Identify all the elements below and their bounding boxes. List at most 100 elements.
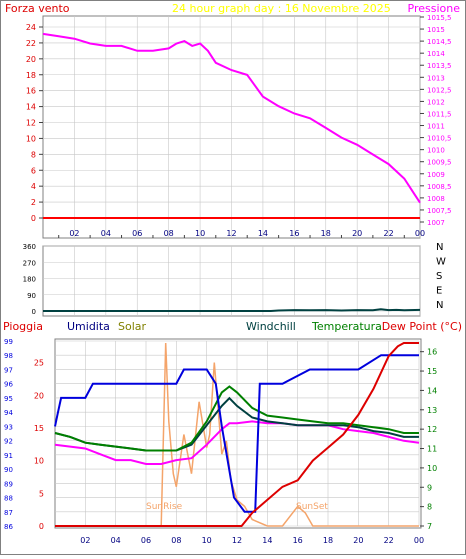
time-tick-label: 10 xyxy=(202,536,212,545)
temperature-series-line xyxy=(54,385,419,452)
direction-tick-label: 180 xyxy=(23,276,36,284)
humidity-tick-label: 91 xyxy=(4,452,13,460)
humidity-tick-label: 88 xyxy=(4,495,13,503)
pressure-tick-label: 1009,5 xyxy=(427,159,452,167)
sunrise-annotation: SunRise xyxy=(146,502,183,512)
compass-label: N xyxy=(436,300,443,311)
temperature-axis-ticks: 7 8 9 10 11 12 13 14 15 16 xyxy=(420,348,437,531)
time-tick-label: 10 xyxy=(195,229,205,238)
humidity-tick-label: 92 xyxy=(4,438,13,446)
time-tick-label: 14 xyxy=(262,536,272,545)
pressure-tick-label: 1015 xyxy=(427,26,445,34)
wind-tick-label: 22 xyxy=(26,39,36,48)
bottom-plot-frame xyxy=(54,338,422,529)
wind-tick-label: 20 xyxy=(26,55,36,64)
time-tick-label: 06 xyxy=(141,536,151,545)
temperature-tick-label: 14 xyxy=(427,386,437,395)
dewpoint-label: Dew Point (°C) xyxy=(382,320,462,333)
compass-label: W xyxy=(436,257,446,268)
temperature-tick-label: 11 xyxy=(427,445,437,454)
wind-tick-label: 12 xyxy=(26,119,36,128)
temperature-tick-label: 8 xyxy=(427,503,432,512)
direction-tick-label: 270 xyxy=(23,259,36,267)
time-tick-label: 12 xyxy=(232,536,242,545)
pressure-tick-label: 1015,5 xyxy=(427,14,452,22)
chart-title: 24 hour graph day : 16 Novembre 2025 xyxy=(172,2,391,15)
time-tick-label: 22 xyxy=(384,536,394,545)
sunset-annotation: SunSet xyxy=(296,502,328,512)
pressure-tick-label: 1007 xyxy=(427,219,445,227)
time-tick-label: 22 xyxy=(383,229,393,238)
humidity-tick-label: 93 xyxy=(4,423,13,431)
time-tick-label: 12 xyxy=(226,229,236,238)
temperature-tick-label: 10 xyxy=(427,464,437,473)
rain-tick-label: 25 xyxy=(34,359,44,368)
temperature-tick-label: 15 xyxy=(427,367,437,376)
bottom-time-axis-ticks: 02 04 06 08 10 12 14 16 18 20 22 00 xyxy=(80,536,424,545)
wind-tick-label: 8 xyxy=(31,150,36,159)
direction-tick-label: 360 xyxy=(23,243,36,251)
temperature-tick-label: 13 xyxy=(427,406,437,415)
rain-tick-label: 5 xyxy=(39,489,44,498)
pressure-tick-label: 1008 xyxy=(427,195,445,203)
wind-label: Forza vento xyxy=(5,2,70,15)
pressure-tick-label: 1014,5 xyxy=(427,38,452,46)
top-time-axis-ticks: 02 04 06 08 10 12 14 16 18 20 22 00 xyxy=(58,229,425,238)
temperature-tick-label: 7 xyxy=(427,522,432,531)
direction-axis-ticks: 0 90 180 270 360 xyxy=(23,243,36,316)
time-tick-label: 02 xyxy=(80,536,90,545)
rain-series-line xyxy=(55,342,419,527)
humidity-axis-ticks: 86 87 88 89 90 91 92 93 94 95 96 97 98 99 xyxy=(4,338,13,531)
pressure-tick-label: 1012 xyxy=(427,98,445,106)
time-tick-label: 04 xyxy=(101,229,111,238)
humidity-label: Umidita xyxy=(67,320,110,333)
temperature-tick-label: 9 xyxy=(427,483,432,492)
pressure-tick-label: 1010,5 xyxy=(427,135,452,143)
time-tick-label: 16 xyxy=(289,229,299,238)
compass-label: N xyxy=(436,242,443,253)
pressure-tick-label: 1008,5 xyxy=(427,183,452,191)
direction-series-line xyxy=(43,308,421,312)
time-tick-label: 08 xyxy=(164,229,174,238)
time-tick-label: 06 xyxy=(132,229,142,238)
pressure-tick-label: 1007,5 xyxy=(427,207,452,215)
time-tick-label: 08 xyxy=(171,536,181,545)
wind-tick-label: 2 xyxy=(31,198,36,207)
temperature-tick-label: 12 xyxy=(427,425,437,434)
rain-tick-label: 20 xyxy=(34,391,44,400)
pressure-axis-ticks: 1007 1007,5 1008 1008,5 1009 1009,5 1010 1010,5… xyxy=(420,14,452,227)
humidity-tick-label: 89 xyxy=(4,480,13,488)
pressure-tick-label: 1012,5 xyxy=(427,86,452,94)
wind-tick-label: 6 xyxy=(31,166,36,175)
wind-tick-label: 14 xyxy=(26,103,36,112)
time-tick-label: 20 xyxy=(352,229,362,238)
time-tick-label: 14 xyxy=(258,229,268,238)
bottom-gridlines xyxy=(55,340,420,527)
solar-series-line xyxy=(55,342,419,527)
direction-tick-label: 0 xyxy=(32,308,36,316)
wind-tick-label: 10 xyxy=(26,134,36,143)
wind-tick-label: 24 xyxy=(26,23,36,32)
pressure-tick-label: 1014 xyxy=(427,50,445,58)
rain-label: Pioggia xyxy=(3,320,43,333)
humidity-tick-label: 98 xyxy=(4,352,13,360)
pressure-tick-label: 1011,5 xyxy=(427,110,452,118)
humidity-series-line xyxy=(54,354,419,513)
humidity-tick-label: 96 xyxy=(4,381,13,389)
wind-tick-label: 4 xyxy=(31,182,36,191)
humidity-tick-label: 86 xyxy=(4,523,13,531)
dewpoint-series-line xyxy=(54,420,420,465)
pressure-tick-label: 1011 xyxy=(427,123,445,131)
wind-tick-label: 18 xyxy=(26,71,36,80)
time-tick-label: 00 xyxy=(414,536,424,545)
temperature-label: Temperatura xyxy=(311,320,382,333)
humidity-tick-label: 97 xyxy=(4,366,13,374)
pressure-series-line xyxy=(42,32,421,204)
